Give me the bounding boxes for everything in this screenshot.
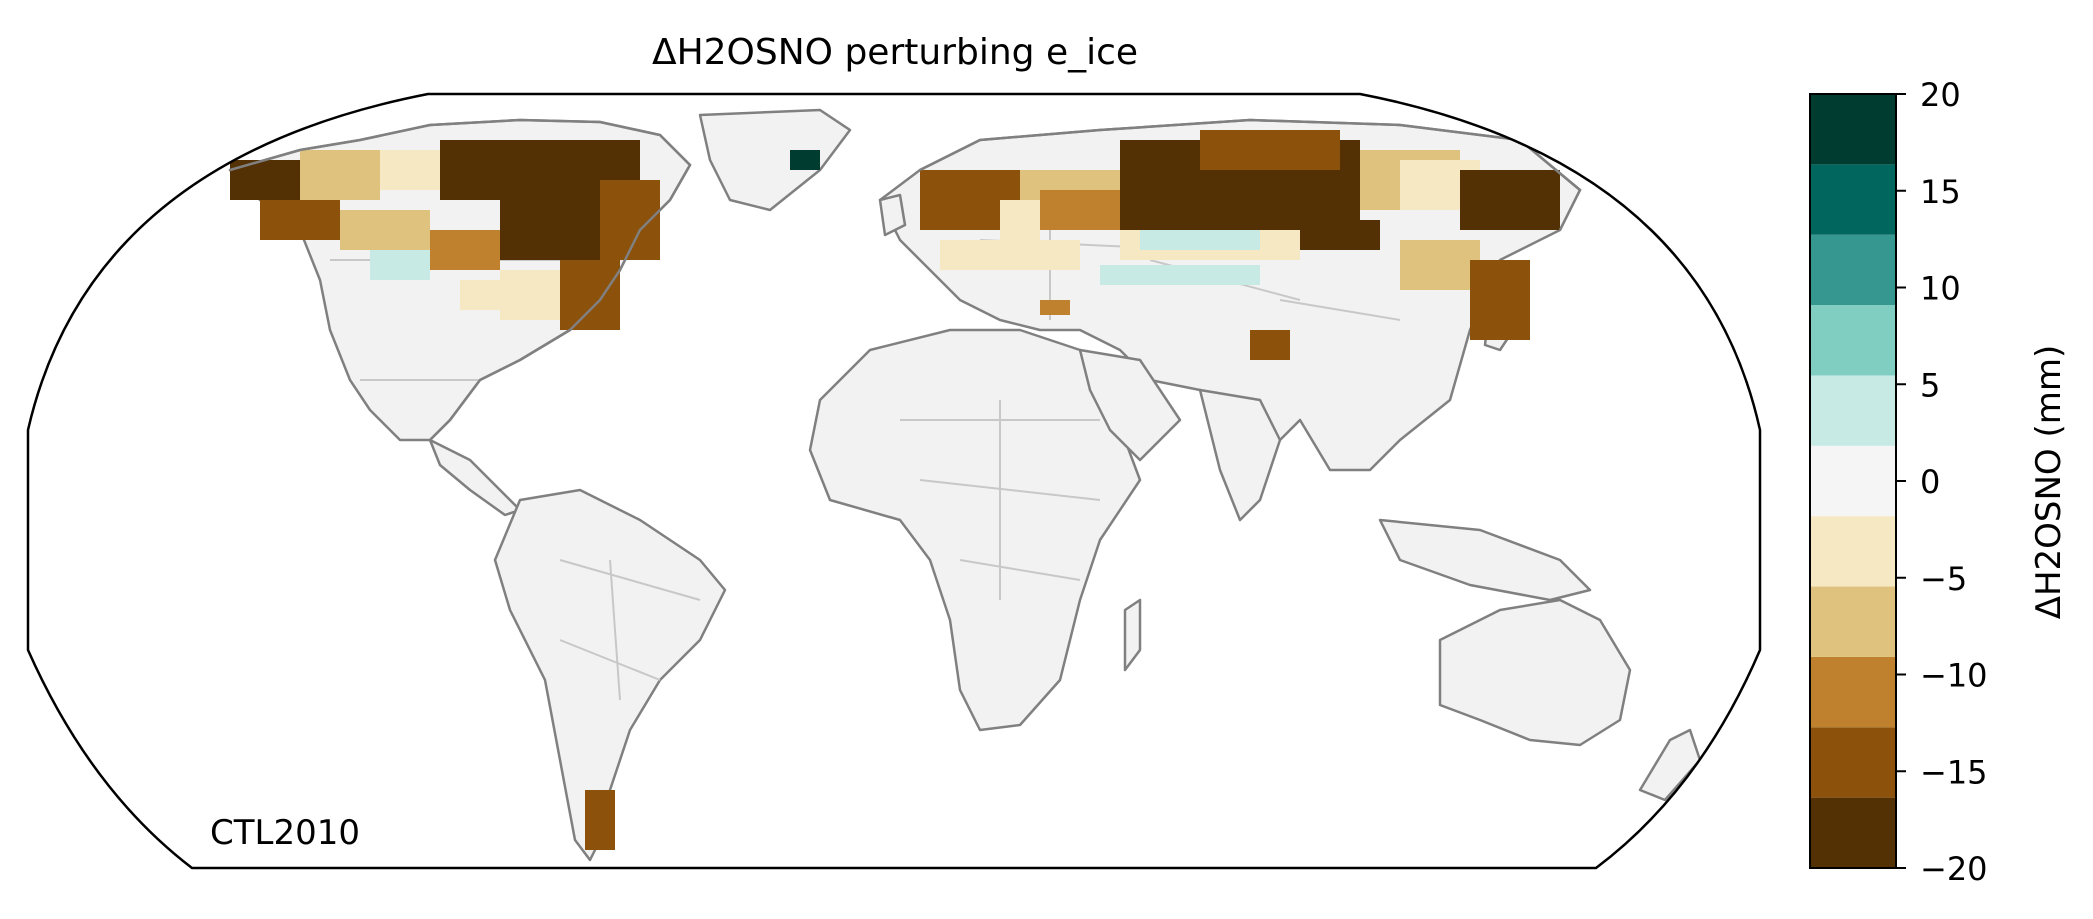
colorbar-tick-label: 10	[1920, 270, 1961, 308]
colorbar-tick-label: 5	[1920, 366, 1940, 404]
colorbar-bin	[1810, 375, 1896, 446]
colorbar-tick-label: 15	[1920, 173, 1961, 211]
map-frame	[26, 92, 1762, 870]
colorbar-label: ΔH2OSNO (mm)	[2029, 345, 2069, 620]
colorbar-tick-label: 0	[1920, 463, 1940, 501]
colorbar-bin	[1810, 797, 1896, 868]
colorbar-bin	[1810, 305, 1896, 376]
land-australia	[1438, 598, 1632, 747]
land-indonesia	[1378, 518, 1592, 602]
colorbar-bin	[1810, 586, 1896, 657]
colorbar-bin	[1810, 94, 1896, 165]
land-india	[1198, 388, 1282, 522]
colorbar-tick-label: −10	[1920, 657, 1988, 695]
land-arabia	[1078, 348, 1182, 462]
colorbar-tick-label: −15	[1920, 753, 1988, 791]
colorbar-bin	[1810, 656, 1896, 728]
land-new-zealand	[1638, 728, 1702, 802]
colorbar-tick-label: −20	[1920, 850, 1988, 888]
colorbar-tick-label: 20	[1920, 76, 1961, 114]
colorbar-bin	[1810, 445, 1896, 517]
coastlines	[229, 118, 1582, 441]
land-uk	[878, 193, 907, 237]
land-greenland	[698, 108, 852, 212]
colorbar: 20 15 10 5 0 −5 −10 −15 −20	[1809, 76, 1988, 888]
colorbar-bin	[1810, 164, 1896, 235]
colorbar-tick-label: −5	[1920, 560, 1967, 598]
snow-change-cells	[230, 130, 1560, 850]
run-annotation: CTL2010	[210, 813, 360, 853]
colorbar-bin	[1810, 234, 1896, 306]
land-madagascar	[1123, 598, 1142, 672]
colorbar-bin	[1810, 516, 1896, 587]
land-central-america	[428, 438, 522, 517]
land-masses	[228, 108, 1702, 862]
colorbar-bin	[1810, 727, 1896, 798]
map-title: ΔH2OSNO perturbing e_ice	[652, 32, 1138, 73]
map-panel: CTL2010	[26, 92, 1762, 870]
